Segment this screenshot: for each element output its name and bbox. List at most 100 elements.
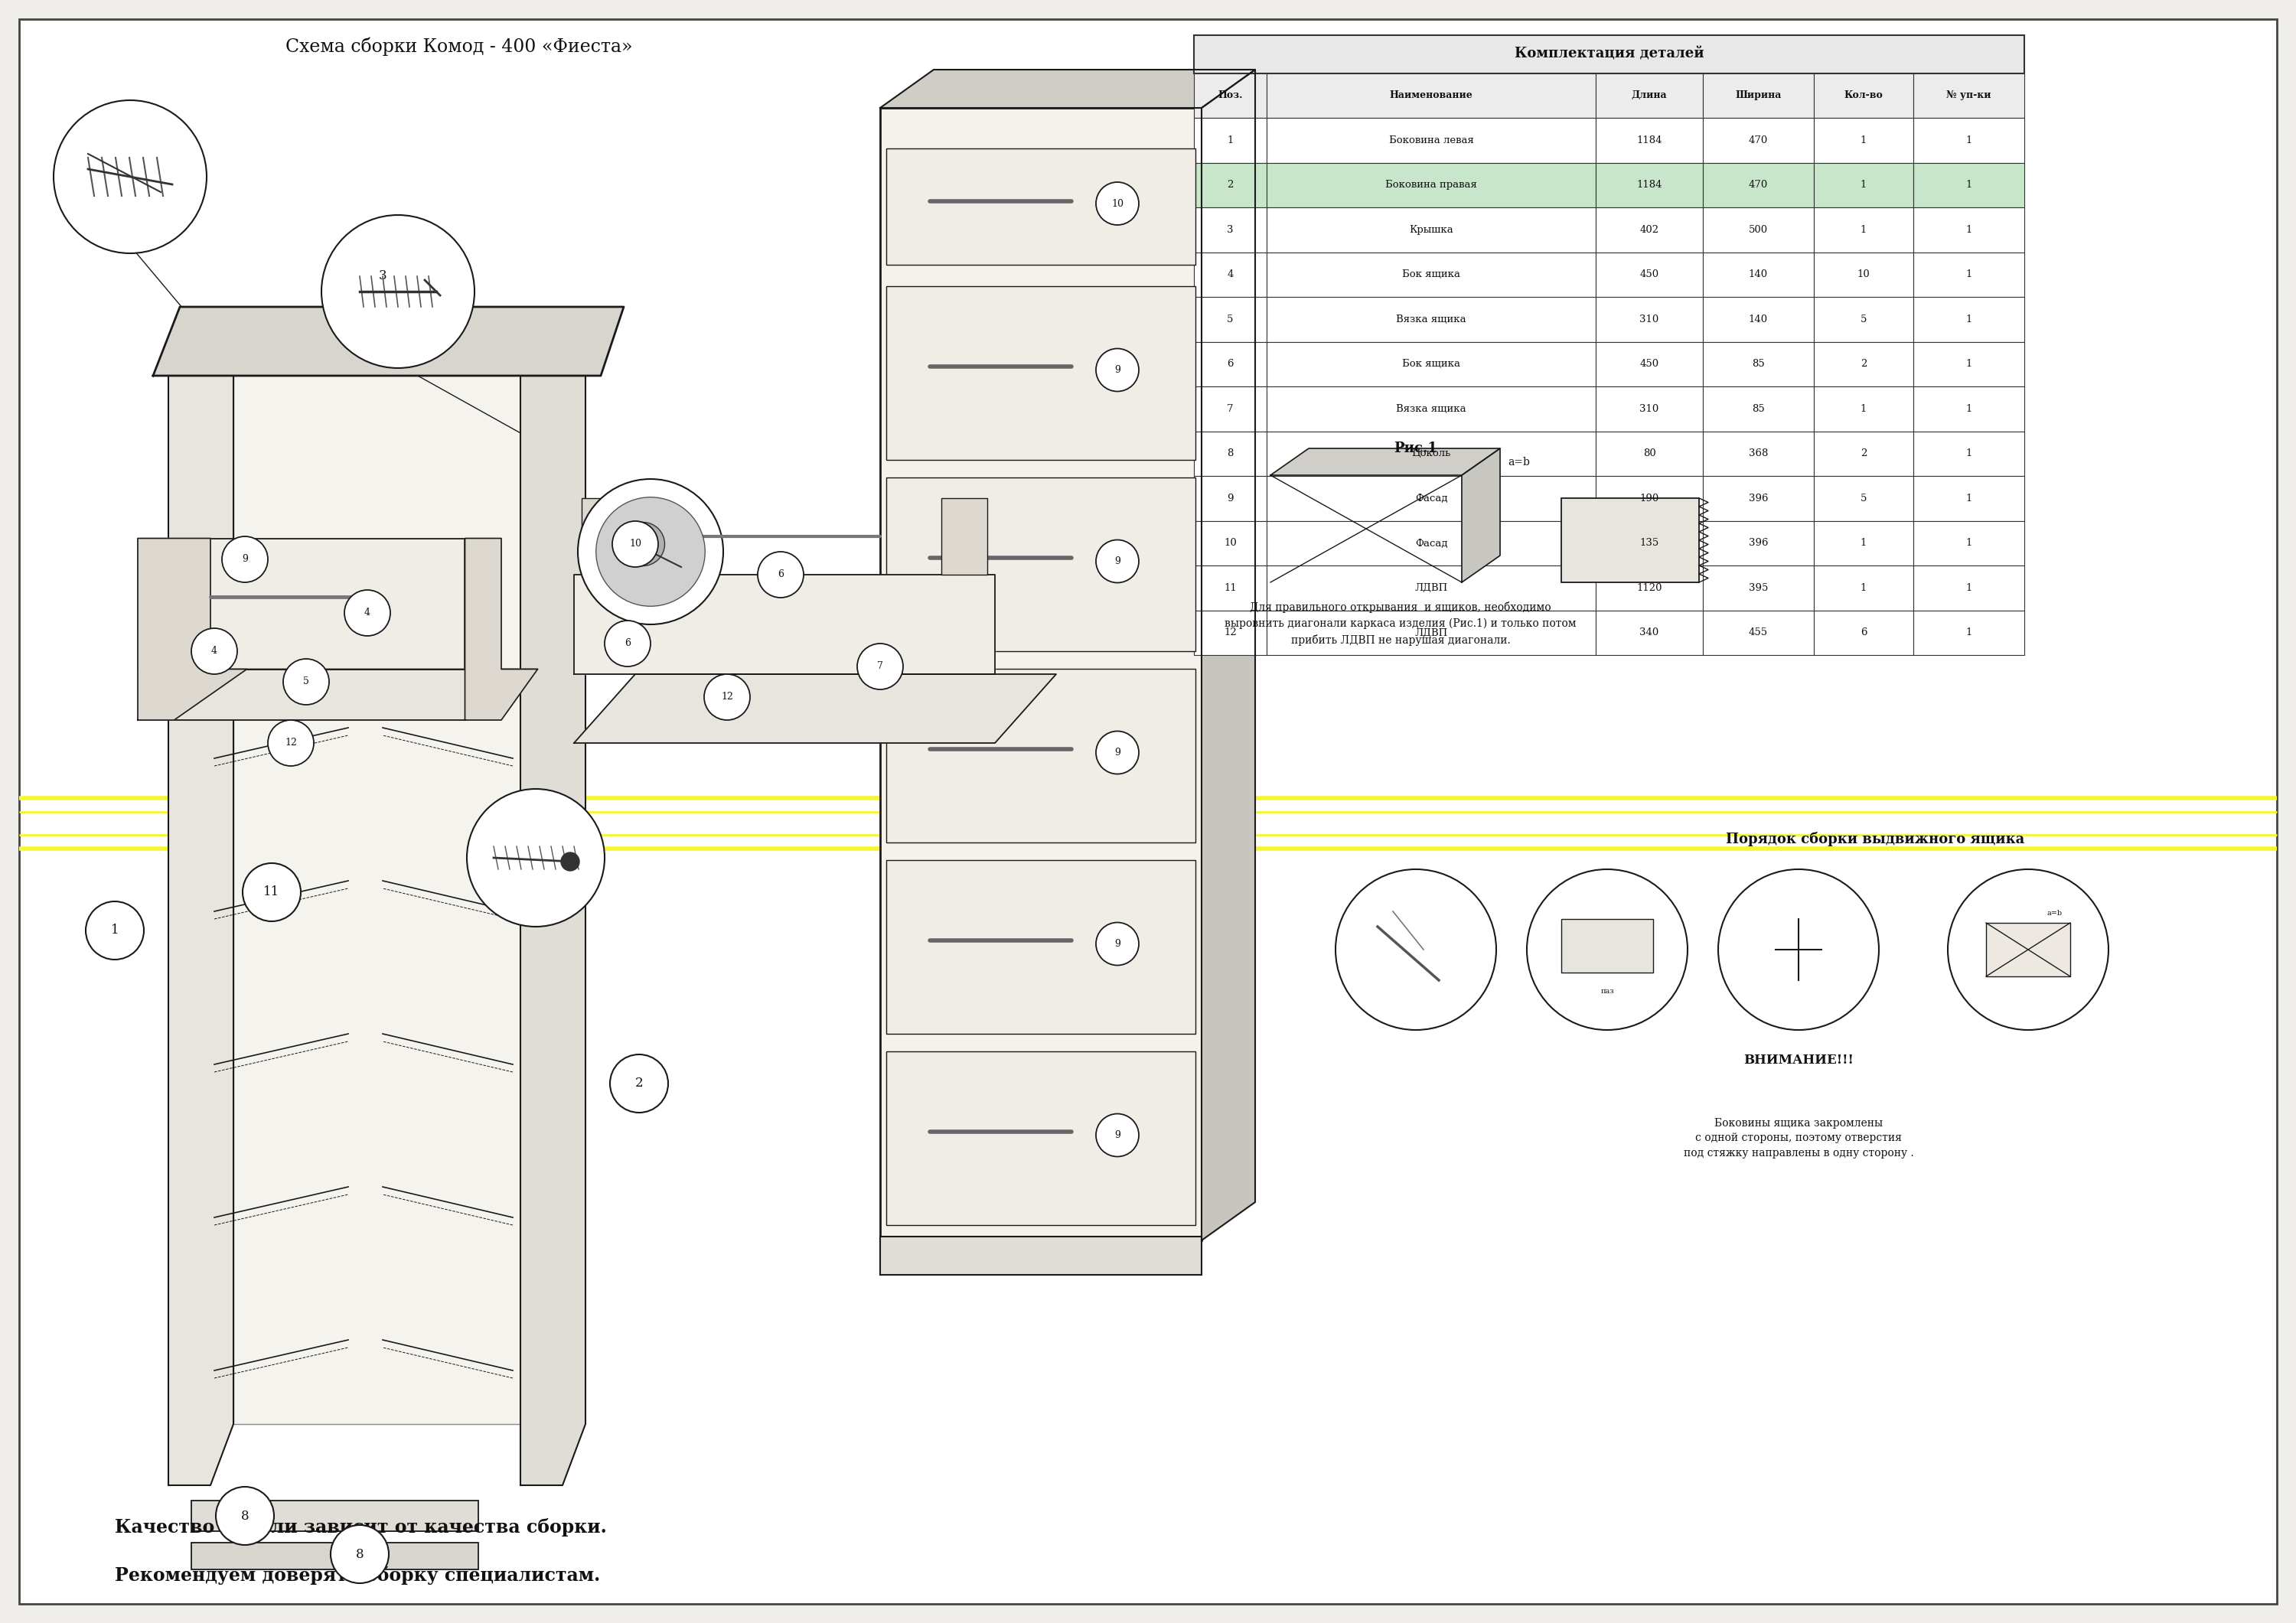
Circle shape xyxy=(282,659,328,704)
Text: 455: 455 xyxy=(1750,628,1768,638)
Bar xyxy=(1913,208,2025,252)
Text: 9: 9 xyxy=(1226,493,1233,503)
Circle shape xyxy=(191,628,236,674)
Bar xyxy=(886,1052,1196,1225)
Text: 12: 12 xyxy=(1224,628,1238,638)
Bar xyxy=(1814,342,1913,386)
Polygon shape xyxy=(154,307,625,375)
Text: 5: 5 xyxy=(1860,493,1867,503)
Bar xyxy=(1913,342,2025,386)
Circle shape xyxy=(1095,540,1139,583)
Text: Качество мебели зависит от качества сборки.: Качество мебели зависит от качества сбор… xyxy=(115,1518,606,1537)
Polygon shape xyxy=(574,575,994,674)
Bar xyxy=(1194,386,1267,432)
Text: Для правильного открывания  и ящиков, необходимо
выровнить диагонали каркаса изд: Для правильного открывания и ящиков, нео… xyxy=(1224,602,1577,646)
Text: 10: 10 xyxy=(1857,269,1869,279)
Bar xyxy=(1561,498,1699,583)
Text: ЛДВП: ЛДВП xyxy=(1414,628,1449,638)
Text: 10: 10 xyxy=(1111,198,1123,208)
Bar xyxy=(1704,432,1814,476)
Text: 1184: 1184 xyxy=(1637,135,1662,146)
Bar xyxy=(1267,118,1596,162)
Bar xyxy=(1267,476,1596,521)
Text: 340: 340 xyxy=(1639,628,1660,638)
Text: 1: 1 xyxy=(1965,493,1972,503)
Text: 450: 450 xyxy=(1639,269,1660,279)
Circle shape xyxy=(560,852,579,872)
Circle shape xyxy=(856,644,902,690)
Bar xyxy=(1913,252,2025,297)
Circle shape xyxy=(613,521,659,566)
Bar xyxy=(1596,162,1704,208)
Bar xyxy=(191,1501,478,1530)
Text: 396: 396 xyxy=(1750,493,1768,503)
Text: 1: 1 xyxy=(1965,404,1972,414)
Text: 1: 1 xyxy=(110,923,119,936)
Text: 310: 310 xyxy=(1639,404,1660,414)
Text: № уп-ки: № уп-ки xyxy=(1947,91,1991,101)
Text: 1: 1 xyxy=(1965,583,1972,592)
Text: 140: 140 xyxy=(1750,315,1768,325)
Text: 2: 2 xyxy=(636,1078,643,1091)
Text: 4: 4 xyxy=(365,609,370,618)
Bar xyxy=(1704,476,1814,521)
Text: 1184: 1184 xyxy=(1637,180,1662,190)
Text: Боковина левая: Боковина левая xyxy=(1389,135,1474,146)
Text: 11: 11 xyxy=(264,886,280,899)
Bar xyxy=(1913,118,2025,162)
Text: 2: 2 xyxy=(1860,450,1867,459)
Text: 140: 140 xyxy=(1750,269,1768,279)
Text: Боковина правая: Боковина правая xyxy=(1384,180,1476,190)
Bar xyxy=(234,338,521,1423)
Circle shape xyxy=(1527,870,1688,1031)
Text: 1120: 1120 xyxy=(1637,583,1662,592)
Circle shape xyxy=(344,591,390,636)
Circle shape xyxy=(1336,870,1497,1031)
Circle shape xyxy=(602,502,670,571)
Bar xyxy=(1194,252,1267,297)
Bar xyxy=(1704,297,1814,342)
Text: Бок ящика: Бок ящика xyxy=(1403,269,1460,279)
Circle shape xyxy=(620,523,666,566)
Bar xyxy=(1704,521,1814,566)
Circle shape xyxy=(243,863,301,922)
Bar xyxy=(1814,386,1913,432)
Circle shape xyxy=(466,789,604,927)
Bar xyxy=(1596,118,1704,162)
Bar xyxy=(886,860,1196,1034)
Text: 85: 85 xyxy=(1752,359,1766,368)
Bar xyxy=(1986,923,2071,977)
Text: 8: 8 xyxy=(1226,450,1233,459)
Bar xyxy=(1194,432,1267,476)
Text: ВНИМАНИЕ!!!: ВНИМАНИЕ!!! xyxy=(1743,1053,1853,1066)
Text: Порядок сборки выдвижного ящика: Порядок сборки выдвижного ящика xyxy=(1727,831,2025,846)
Bar xyxy=(1814,252,1913,297)
Text: Рекомендуем доверять сборку специалистам.: Рекомендуем доверять сборку специалистам… xyxy=(115,1566,599,1584)
Circle shape xyxy=(1095,349,1139,391)
Bar xyxy=(886,148,1196,265)
Bar xyxy=(1596,342,1704,386)
Text: 395: 395 xyxy=(1750,583,1768,592)
Bar xyxy=(1270,476,1463,583)
Polygon shape xyxy=(1201,70,1256,1240)
Bar xyxy=(1913,521,2025,566)
Text: 9: 9 xyxy=(1114,940,1120,949)
Bar xyxy=(1814,521,1913,566)
Bar xyxy=(1913,386,2025,432)
Bar xyxy=(1596,610,1704,656)
Circle shape xyxy=(705,674,751,721)
Polygon shape xyxy=(879,70,1256,107)
Bar xyxy=(1194,208,1267,252)
Bar xyxy=(1704,252,1814,297)
Bar xyxy=(581,498,627,575)
Text: 6: 6 xyxy=(778,570,783,579)
Text: Фасад: Фасад xyxy=(1414,493,1446,503)
Text: Ширина: Ширина xyxy=(1736,91,1782,101)
Bar xyxy=(879,1237,1201,1274)
Bar xyxy=(1194,297,1267,342)
Polygon shape xyxy=(464,539,537,721)
Text: 500: 500 xyxy=(1750,226,1768,235)
Bar xyxy=(1913,297,2025,342)
Bar xyxy=(1596,208,1704,252)
Text: Вязка ящика: Вязка ящика xyxy=(1396,315,1467,325)
